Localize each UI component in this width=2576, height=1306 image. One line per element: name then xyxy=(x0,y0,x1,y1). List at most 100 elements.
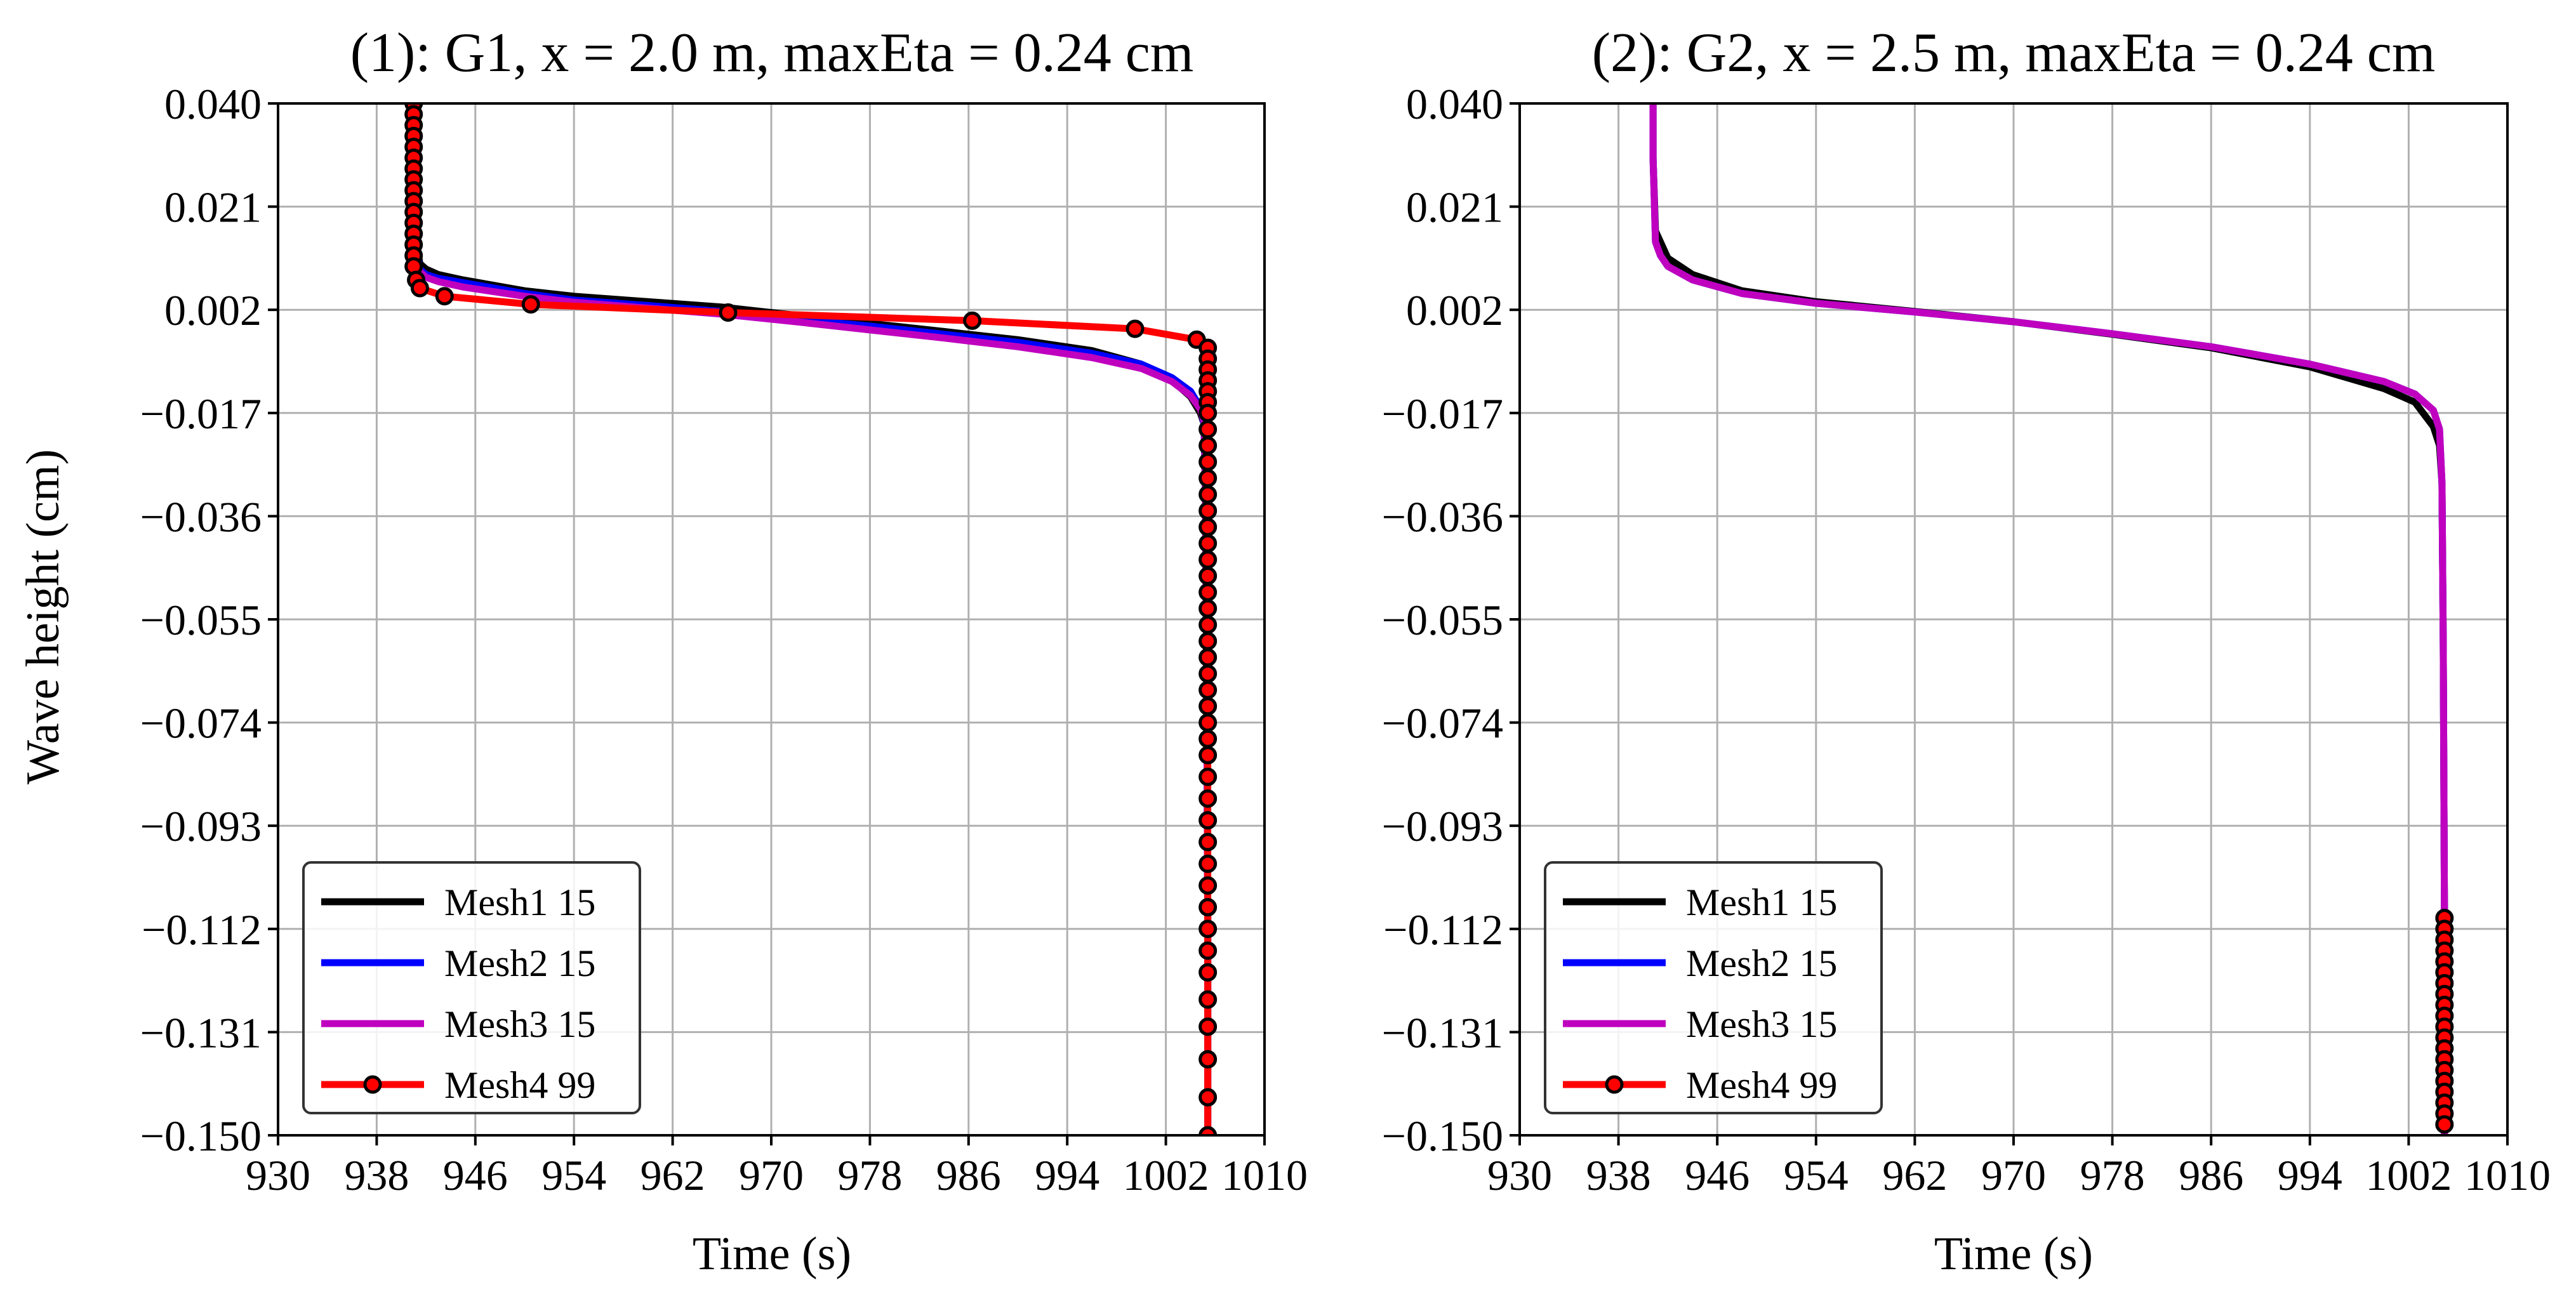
x-tick-label: 930 xyxy=(246,1151,310,1199)
x-tick-label: 994 xyxy=(2278,1151,2342,1199)
series-marker-4 xyxy=(963,311,982,330)
y-tick-label: −0.131 xyxy=(140,1008,262,1057)
series-marker-4 xyxy=(435,287,454,306)
x-tick-label: 938 xyxy=(1586,1151,1651,1199)
series-marker-4 xyxy=(1198,419,1218,439)
series-marker-4 xyxy=(1198,963,1218,982)
legend-box xyxy=(302,861,641,1114)
x-tick-label: 1002 xyxy=(1123,1151,1209,1199)
panel-2-legend: Mesh1 15 Mesh2 15 Mesh3 15 Mesh4 99 xyxy=(1544,861,1883,1114)
series-marker-4 xyxy=(1198,833,1218,852)
panel-1-title: (1): G1, x = 2.0 m, maxEta = 0.24 cm xyxy=(350,22,1194,84)
series-marker-4 xyxy=(1198,898,1218,917)
y-tick-label: 0.021 xyxy=(164,183,262,232)
series-marker-4 xyxy=(1198,680,1218,699)
series-marker-4 xyxy=(719,303,738,322)
panel-1: (1): G1, x = 2.0 m, maxEta = 0.24 cm Tim… xyxy=(17,22,1308,1280)
series-marker-4 xyxy=(1198,664,1218,683)
series-marker-4 xyxy=(1198,767,1218,786)
panel-2-title: (2): G2, x = 2.5 m, maxEta = 0.24 cm xyxy=(1592,22,2436,84)
x-tick-label: 1002 xyxy=(2365,1151,2452,1199)
y-tick-label: −0.036 xyxy=(140,492,262,541)
x-tick-label: 970 xyxy=(739,1151,804,1199)
series-marker-4 xyxy=(1198,789,1218,808)
series-marker-4 xyxy=(1198,713,1218,732)
x-tick-label: 978 xyxy=(837,1151,902,1199)
legend-box xyxy=(1544,861,1883,1114)
legend-label-4: Mesh4 99 xyxy=(444,1064,595,1106)
y-tick-label: −0.093 xyxy=(140,802,262,850)
y-tick-label: −0.036 xyxy=(1382,492,1503,541)
series-marker-4 xyxy=(1198,567,1218,586)
series-marker-4 xyxy=(1198,854,1218,873)
series-marker-4 xyxy=(1198,729,1218,748)
y-tick-label: −0.112 xyxy=(142,906,262,954)
panel-2-plot-area xyxy=(1649,103,2454,1135)
series-marker-4 xyxy=(521,295,540,314)
panel-2-ticks: 930 938 946 954 962 970 978 986 994 1002 1010 0.040… xyxy=(1382,80,2551,1199)
y-tick-label: −0.055 xyxy=(140,596,262,644)
series-marker-4 xyxy=(1198,1088,1218,1107)
series-marker-4 xyxy=(1198,990,1218,1009)
x-tick-label: 962 xyxy=(641,1151,705,1199)
x-tick-label: 946 xyxy=(1685,1151,1749,1199)
y-tick-label: 0.040 xyxy=(1406,80,1503,128)
series-marker-4 xyxy=(1198,485,1218,504)
series-marker-4 xyxy=(1198,697,1218,716)
x-tick-label: 986 xyxy=(2179,1151,2243,1199)
x-tick-label: 962 xyxy=(1882,1151,1947,1199)
x-tick-label: 994 xyxy=(1035,1151,1099,1199)
y-tick-label: −0.074 xyxy=(140,699,262,748)
legend-marker xyxy=(363,1075,382,1094)
y-tick-label: −0.150 xyxy=(1382,1112,1503,1160)
x-tick-label: 986 xyxy=(936,1151,1001,1199)
x-tick-label: 970 xyxy=(1981,1151,2046,1199)
panel-1-ticks: 930 938 946 954 962 970 978 986 994 1002 1010 0.040… xyxy=(140,80,1308,1199)
series-marker-4 xyxy=(1198,616,1218,635)
x-tick-label: 1010 xyxy=(2464,1151,2551,1199)
x-tick-label: 938 xyxy=(344,1151,409,1199)
series-marker-4 xyxy=(1198,583,1218,602)
series-marker-4 xyxy=(1198,648,1218,667)
series-marker-4 xyxy=(1198,468,1218,487)
legend-label-2: Mesh2 15 xyxy=(1686,942,1837,984)
y-tick-label: −0.017 xyxy=(1382,390,1503,438)
series-marker-4 xyxy=(1198,1126,1218,1135)
series-marker-4 xyxy=(1198,631,1218,650)
panel-1-plot-area xyxy=(404,103,1218,1135)
panel-1-legend: Mesh1 15 Mesh2 15 Mesh3 15 Mesh4 99 xyxy=(302,861,641,1114)
panel-2-xlabel: Time (s) xyxy=(1934,1228,2093,1280)
series-marker-4 xyxy=(1198,599,1218,618)
series-marker-4 xyxy=(1198,920,1218,939)
legend-label-3: Mesh3 15 xyxy=(444,1003,595,1045)
y-tick-label: −0.055 xyxy=(1382,596,1503,644)
x-tick-label: 978 xyxy=(2080,1151,2145,1199)
y-tick-label: 0.002 xyxy=(1406,286,1503,334)
series-marker-4 xyxy=(2435,1115,2454,1134)
series-marker-4 xyxy=(1198,811,1218,830)
series-marker-4 xyxy=(1198,404,1218,423)
series-marker-4 xyxy=(410,279,429,298)
y-tick-label: −0.017 xyxy=(140,390,262,438)
series-marker-4 xyxy=(1198,746,1218,765)
x-tick-label: 954 xyxy=(541,1151,606,1199)
series-marker-4 xyxy=(1198,876,1218,895)
x-tick-label: 1010 xyxy=(1221,1151,1308,1199)
series-marker-4 xyxy=(1198,452,1218,472)
panel-1-xlabel: Time (s) xyxy=(693,1228,851,1280)
legend-label-4: Mesh4 99 xyxy=(1686,1064,1837,1106)
legend-label-1: Mesh1 15 xyxy=(444,881,595,923)
series-marker-4 xyxy=(1198,550,1218,569)
series-marker-4 xyxy=(1125,319,1145,338)
legend-label-2: Mesh2 15 xyxy=(444,942,595,984)
series-marker-4 xyxy=(1198,941,1218,960)
series-marker-4 xyxy=(1198,436,1218,455)
y-tick-label: −0.112 xyxy=(1383,906,1503,954)
legend-label-1: Mesh1 15 xyxy=(1686,881,1837,923)
x-tick-label: 946 xyxy=(443,1151,508,1199)
y-tick-label: 0.040 xyxy=(164,80,262,128)
series-marker-4 xyxy=(1198,1050,1218,1069)
y-tick-label: −0.074 xyxy=(1382,699,1503,748)
x-tick-label: 954 xyxy=(1784,1151,1849,1199)
